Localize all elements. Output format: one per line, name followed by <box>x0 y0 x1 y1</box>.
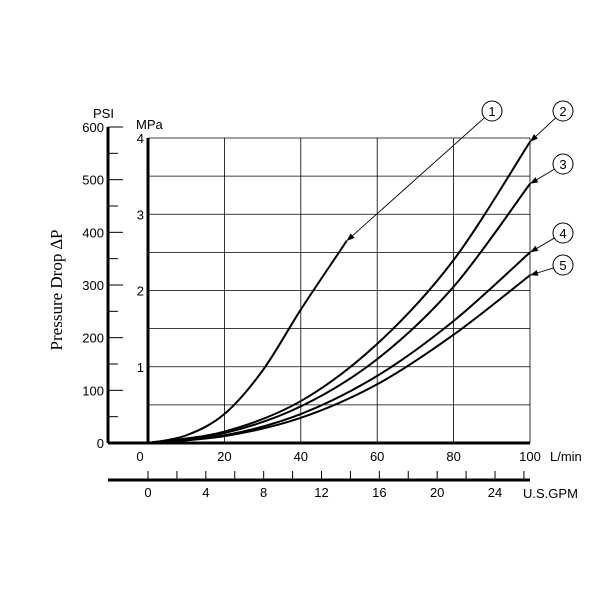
psi-unit-label: PSI <box>93 106 114 121</box>
grid <box>148 137 531 443</box>
callout-circle-3 <box>552 153 574 175</box>
gpm-tick-label: 24 <box>488 485 502 500</box>
series-line-1 <box>147 240 348 444</box>
lmin-tick-label: 60 <box>370 449 384 464</box>
series-line-4 <box>147 251 531 444</box>
psi-tick-label: 200 <box>82 331 104 346</box>
series-callouts: 1 2 3 4 5 <box>346 100 574 276</box>
mpa-tick-label: 3 <box>137 207 144 222</box>
psi-tick-label: 0 <box>97 436 104 451</box>
callout-number-2: 2 <box>559 104 566 119</box>
series-line-5 <box>147 274 531 444</box>
callout-circle-5 <box>552 254 574 276</box>
callout-number-1: 1 <box>488 104 495 119</box>
gpm-tick-label: 12 <box>314 485 328 500</box>
lmin-tick-label: 80 <box>446 449 460 464</box>
gpm-tick-label: 20 <box>430 485 444 500</box>
callout-circle-4 <box>552 222 574 244</box>
lmin-tick-label: 100 <box>519 449 541 464</box>
psi-tick-label: 100 <box>82 383 104 398</box>
gpm-tick-label: 0 <box>144 485 151 500</box>
callout-number-3: 3 <box>559 157 566 172</box>
axis-labels: PSI MPa L/min U.S.GPM Pressure Drop ∆P <box>47 106 582 501</box>
lmin-tick-label: 20 <box>217 449 231 464</box>
gpm-unit-label: U.S.GPM <box>523 486 578 501</box>
callout-number-4: 4 <box>559 226 566 241</box>
psi-tick-label: 400 <box>82 225 104 240</box>
callout-arrow-5 <box>530 270 539 276</box>
mpa-tick-label: 2 <box>137 284 144 299</box>
series-lines <box>147 141 531 444</box>
callout-arrow-1 <box>346 233 355 241</box>
mpa-tick-label: 1 <box>137 360 144 375</box>
callout-arrow-4 <box>530 245 539 253</box>
mpa-tick-label: 4 <box>137 131 144 146</box>
callout-leader-1 <box>346 117 485 242</box>
gpm-tick-label: 8 <box>260 485 267 500</box>
mpa-unit-label: MPa <box>136 117 164 132</box>
y-axis-title: Pressure Drop ∆P <box>47 230 66 351</box>
callout-circle-2 <box>552 100 574 122</box>
lmin-tick-label: 0 <box>136 449 143 464</box>
psi-tick-label: 300 <box>82 278 104 293</box>
psi-tick-label: 500 <box>82 173 104 188</box>
gpm-tick-label: 16 <box>372 485 386 500</box>
series-line-2 <box>147 141 531 444</box>
lmin-unit-label: L/min <box>550 449 582 464</box>
gpm-tick-label: 4 <box>202 485 209 500</box>
callout-circle-1 <box>481 100 503 122</box>
psi-tick-label: 600 <box>82 120 104 135</box>
callout-arrow-2 <box>530 134 538 142</box>
callout-arrow-3 <box>530 177 539 184</box>
lmin-tick-label: 40 <box>294 449 308 464</box>
series-line-3 <box>147 183 531 444</box>
callout-number-5: 5 <box>559 258 566 273</box>
